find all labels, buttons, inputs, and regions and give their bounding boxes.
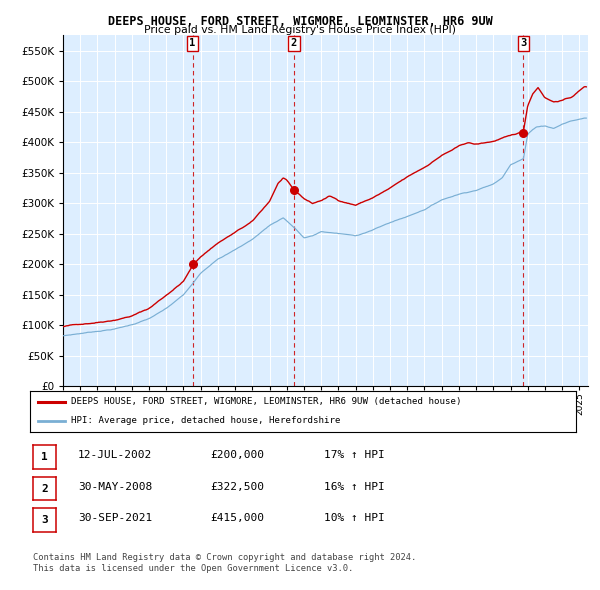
Text: 10% ↑ HPI: 10% ↑ HPI (324, 513, 385, 523)
Text: 17% ↑ HPI: 17% ↑ HPI (324, 451, 385, 460)
Text: 1: 1 (41, 453, 48, 462)
Text: £322,500: £322,500 (210, 482, 264, 491)
Text: DEEPS HOUSE, FORD STREET, WIGMORE, LEOMINSTER, HR6 9UW (detached house): DEEPS HOUSE, FORD STREET, WIGMORE, LEOMI… (71, 397, 461, 407)
Text: 30-MAY-2008: 30-MAY-2008 (78, 482, 152, 491)
Text: Contains HM Land Registry data © Crown copyright and database right 2024.
This d: Contains HM Land Registry data © Crown c… (33, 553, 416, 573)
Text: 30-SEP-2021: 30-SEP-2021 (78, 513, 152, 523)
Text: HPI: Average price, detached house, Herefordshire: HPI: Average price, detached house, Here… (71, 416, 340, 425)
Text: DEEPS HOUSE, FORD STREET, WIGMORE, LEOMINSTER, HR6 9UW: DEEPS HOUSE, FORD STREET, WIGMORE, LEOMI… (107, 15, 493, 28)
Text: 1: 1 (190, 38, 196, 48)
Text: 3: 3 (520, 38, 527, 48)
Text: 16% ↑ HPI: 16% ↑ HPI (324, 482, 385, 491)
Text: Price paid vs. HM Land Registry's House Price Index (HPI): Price paid vs. HM Land Registry's House … (144, 25, 456, 35)
Text: 2: 2 (41, 484, 48, 493)
Text: £200,000: £200,000 (210, 451, 264, 460)
Text: 2: 2 (291, 38, 297, 48)
Text: £415,000: £415,000 (210, 513, 264, 523)
Text: 12-JUL-2002: 12-JUL-2002 (78, 451, 152, 460)
Text: 3: 3 (41, 515, 48, 525)
